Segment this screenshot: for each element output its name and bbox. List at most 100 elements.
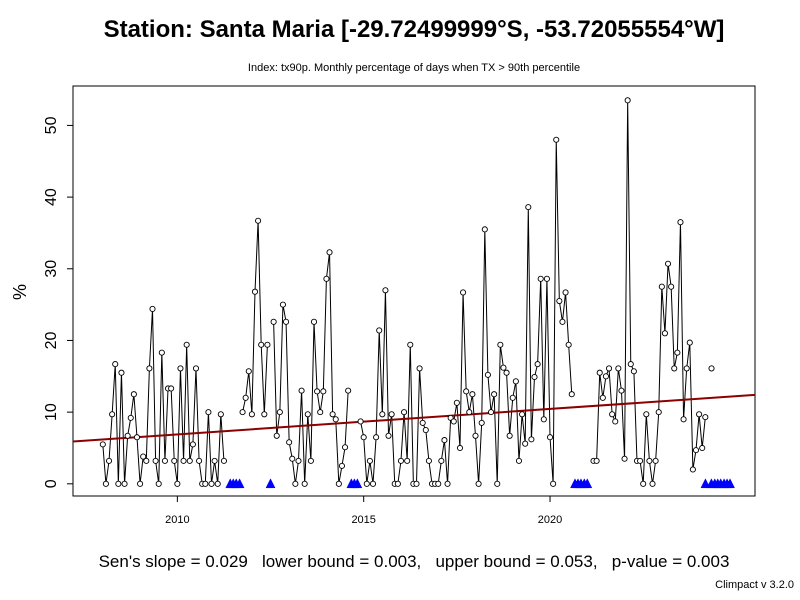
data-point	[133, 434, 141, 441]
data-point	[286, 439, 293, 446]
missing-marker	[265, 478, 276, 489]
data-point	[220, 457, 227, 464]
data-point	[196, 457, 203, 464]
data-point	[689, 466, 696, 473]
data-point	[540, 416, 547, 423]
data-point	[627, 361, 634, 368]
data-point	[189, 441, 196, 448]
data-point	[407, 341, 414, 348]
data-point	[478, 419, 485, 426]
data-point	[699, 444, 706, 452]
data-point	[599, 394, 606, 401]
missing-marker	[352, 478, 363, 489]
data-point	[562, 289, 569, 296]
series-line	[103, 100, 712, 483]
data-point	[453, 399, 460, 406]
data-point	[239, 409, 246, 416]
missing-marker	[234, 478, 245, 489]
data-point	[105, 457, 113, 464]
data-point	[205, 409, 212, 416]
data-point	[609, 411, 616, 418]
data-point	[550, 480, 557, 487]
data-point	[456, 444, 464, 452]
data-point	[401, 409, 408, 416]
series-path	[103, 100, 712, 483]
data-point	[484, 371, 491, 378]
data-point	[397, 457, 405, 464]
data-point	[612, 418, 619, 425]
data-point	[615, 365, 622, 372]
data-point	[534, 361, 541, 368]
data-point	[543, 275, 550, 282]
data-point	[289, 455, 296, 462]
data-point	[183, 341, 190, 348]
trend-line	[72, 393, 756, 443]
data-point	[494, 480, 501, 487]
data-point	[149, 305, 156, 312]
data-point	[500, 364, 507, 371]
data-point	[338, 462, 345, 469]
data-point	[292, 480, 299, 487]
data-point	[528, 436, 535, 443]
data-point	[214, 480, 221, 487]
missing-markers	[225, 478, 735, 489]
y-axis-label: %	[10, 284, 30, 300]
data-point	[115, 480, 122, 487]
data-point	[664, 260, 672, 267]
data-point	[342, 444, 349, 451]
y-tick-label: 30	[43, 260, 60, 278]
data-point	[680, 416, 687, 423]
data-point	[307, 457, 314, 464]
data-point	[652, 457, 659, 464]
data-point	[121, 480, 128, 487]
data-point	[475, 480, 482, 487]
data-point	[168, 385, 175, 392]
data-point	[506, 432, 513, 439]
data-point	[279, 301, 286, 308]
data-point	[304, 411, 311, 418]
data-point	[419, 419, 426, 426]
data-point	[152, 457, 159, 464]
data-point	[155, 480, 162, 487]
data-point	[385, 432, 392, 439]
data-point	[537, 275, 544, 282]
data-point	[202, 480, 209, 487]
data-point	[335, 480, 342, 487]
data-point	[435, 480, 442, 487]
data-point	[255, 217, 262, 224]
data-point	[208, 480, 215, 487]
data-point	[404, 457, 411, 464]
y-axis: 0 10 20 30 40 50	[43, 116, 73, 488]
data-point	[161, 457, 168, 464]
data-point	[425, 457, 432, 464]
data-point	[379, 411, 386, 418]
data-point	[345, 387, 352, 394]
data-point	[109, 411, 116, 418]
trend-line-group	[72, 393, 756, 443]
data-point	[332, 416, 339, 423]
data-point	[158, 349, 165, 356]
data-point	[605, 365, 613, 372]
data-point	[661, 330, 668, 337]
data-point	[568, 391, 575, 398]
data-point	[413, 480, 420, 487]
data-point	[503, 369, 510, 376]
data-point	[658, 283, 665, 290]
data-point	[450, 418, 457, 425]
climpact-credit: Climpact v 3.2.0	[715, 579, 794, 591]
data-point	[546, 434, 554, 441]
data-point	[624, 97, 631, 104]
data-point	[646, 457, 653, 464]
data-point	[556, 297, 563, 305]
data-point	[491, 391, 498, 398]
data-point	[630, 368, 637, 375]
data-point	[264, 341, 271, 348]
data-point	[674, 349, 681, 356]
data-point	[668, 283, 675, 290]
missing-marker	[700, 478, 711, 489]
data-point	[323, 275, 330, 282]
data-point	[180, 457, 187, 464]
data-point	[481, 226, 488, 233]
chart-subtitle: Index: tx90p. Monthly percentage of days…	[248, 62, 580, 74]
data-point	[519, 411, 526, 418]
